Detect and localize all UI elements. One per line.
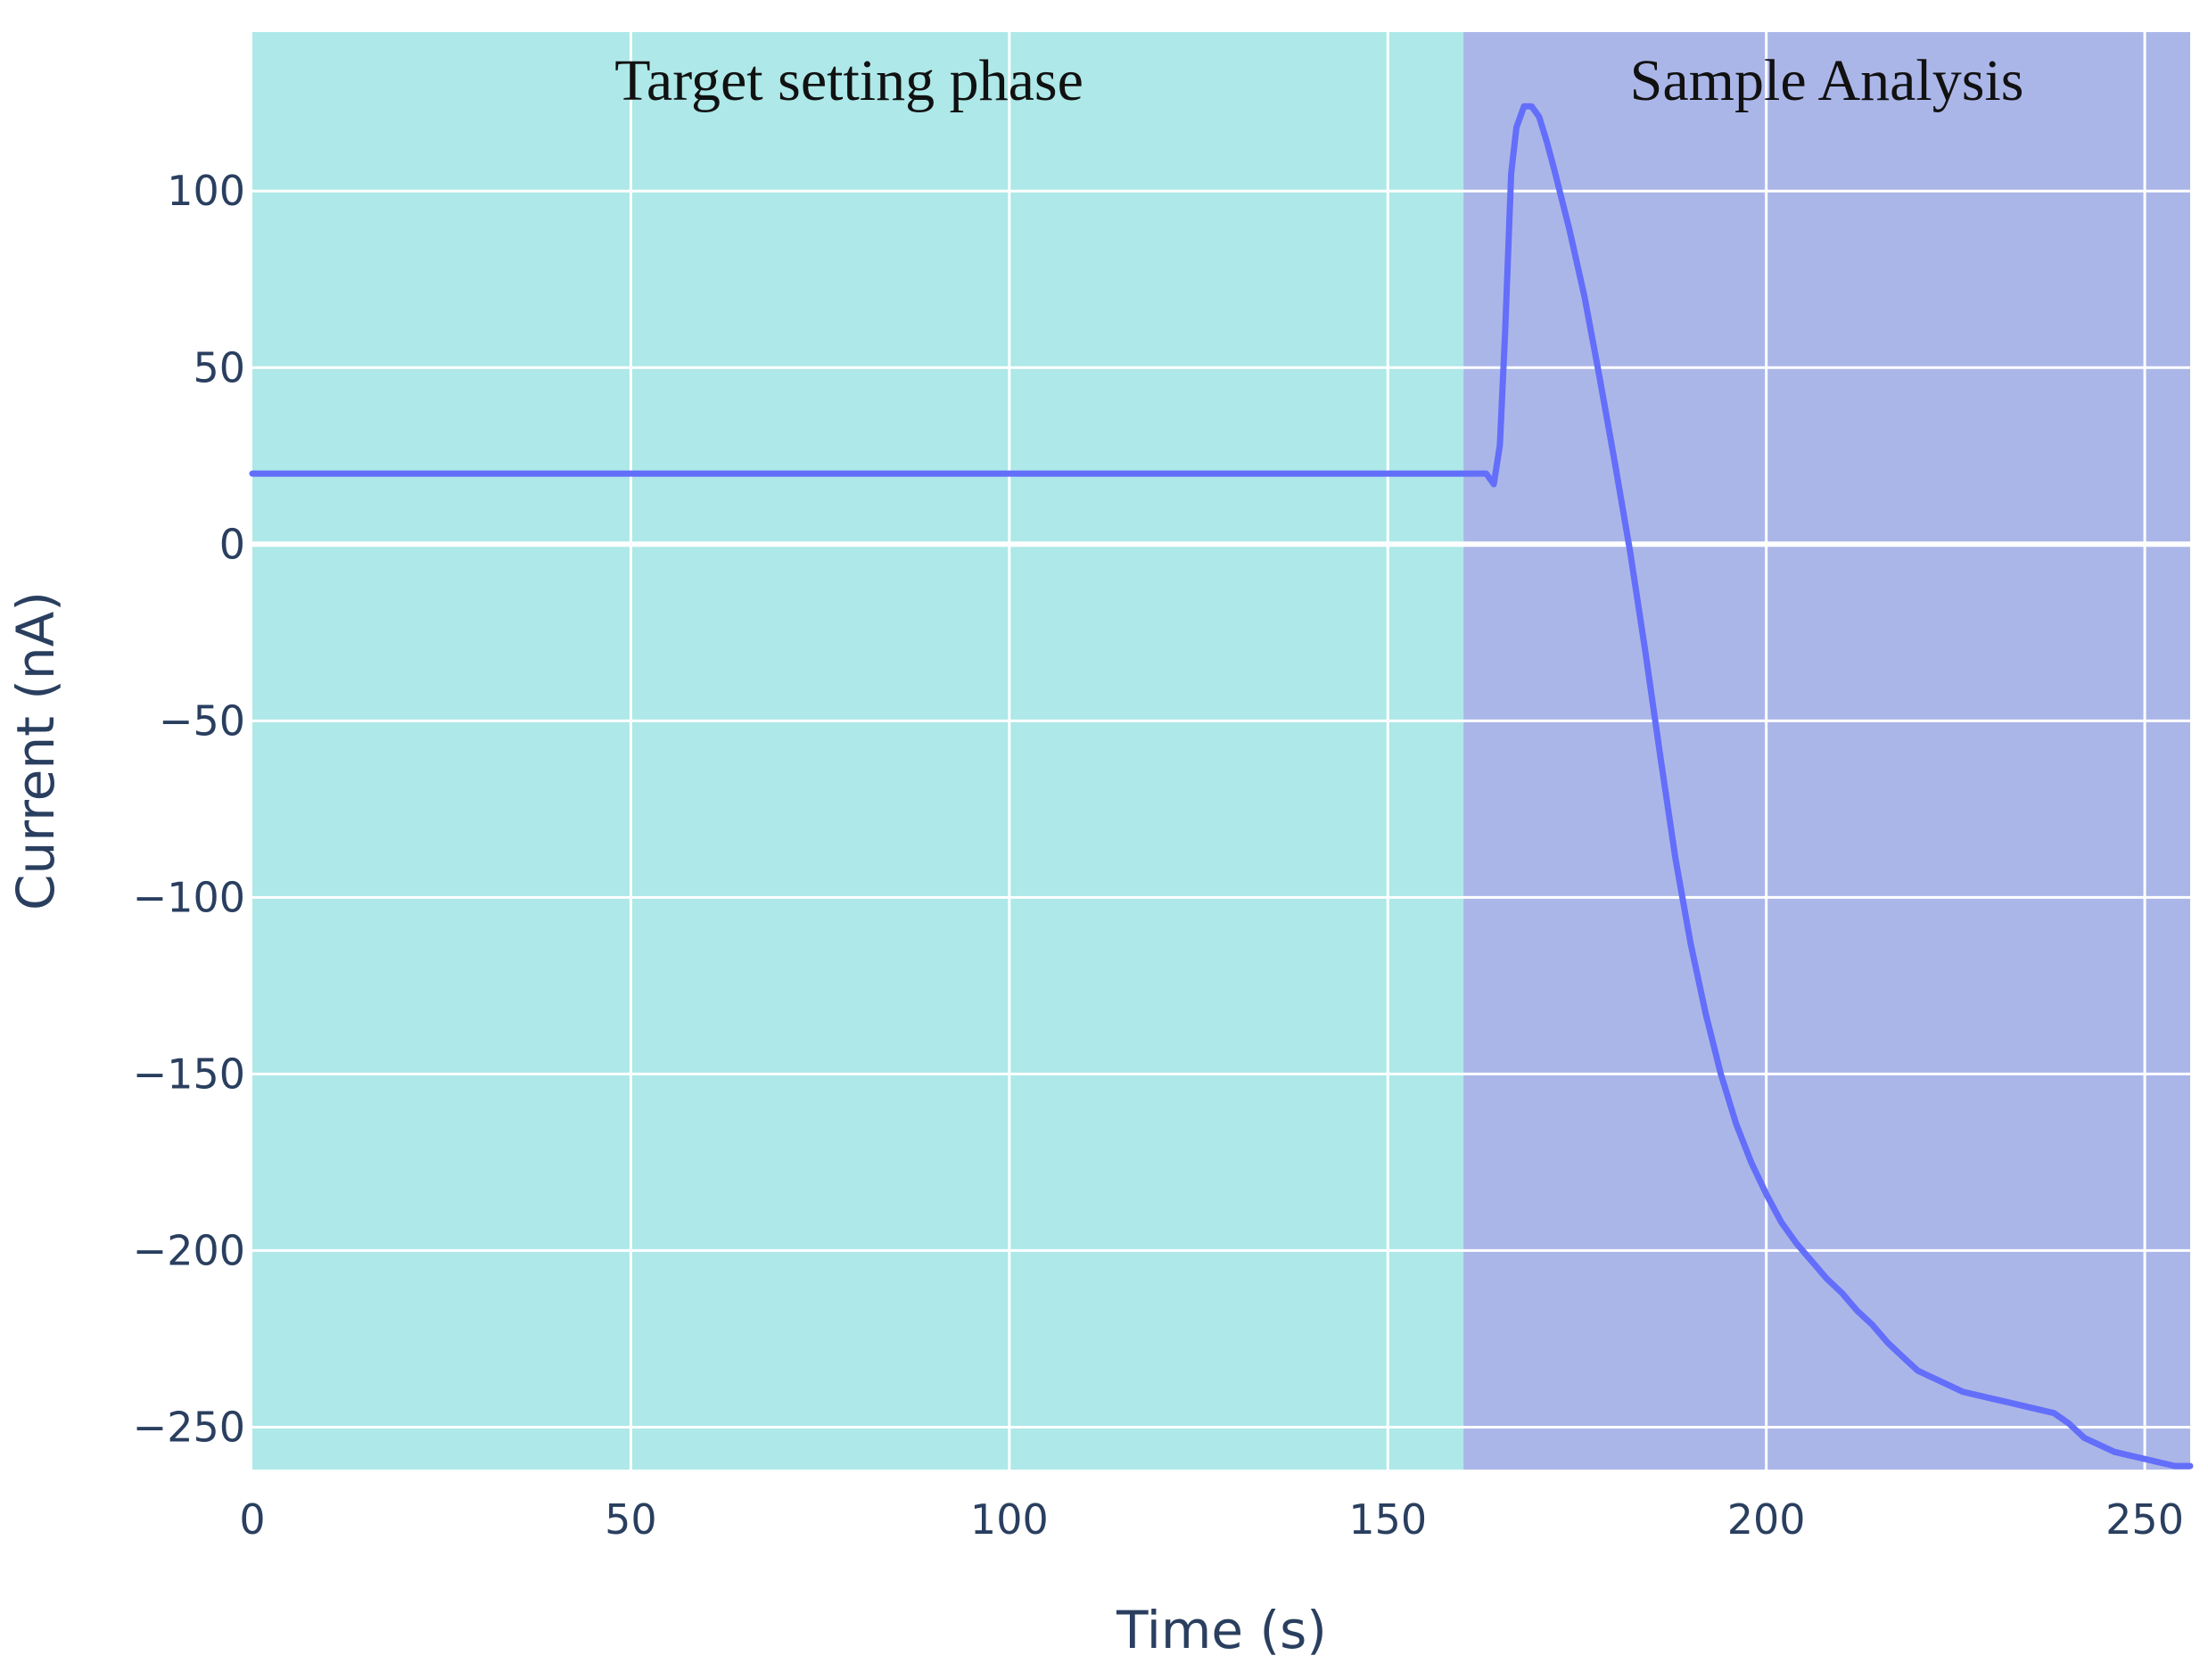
x-tick-labels: 0 50 100 150 200 250 [239, 1495, 2184, 1544]
x-tick-label: 100 [970, 1495, 1049, 1544]
y-tick-label: −250 [133, 1403, 245, 1451]
y-tick-label: −200 [133, 1226, 245, 1274]
x-tick-label: 200 [1727, 1495, 1806, 1544]
y-tick-label: −100 [133, 873, 245, 921]
x-tick-label: 0 [239, 1495, 265, 1544]
region-label-target-setting-phase: Target setting phase [614, 48, 1083, 113]
region-sample-analysis [1463, 32, 2190, 1470]
region-target-setting-phase [252, 32, 1464, 1470]
region-labels: Target setting phase Sample Analysis [614, 48, 2023, 113]
y-axis-title: Current (nA) [5, 591, 66, 910]
y-tick-label: 0 [219, 520, 245, 568]
phase-regions [252, 32, 2190, 1470]
y-tick-labels: 100 50 0 −50 −100 −150 −200 −250 [133, 167, 245, 1451]
x-tick-label: 50 [605, 1495, 657, 1544]
y-tick-label: −150 [133, 1050, 245, 1098]
x-tick-label: 250 [2105, 1495, 2184, 1544]
x-axis-title: Time (s) [1116, 1600, 1327, 1660]
series-layer [249, 103, 2194, 1470]
y-tick-label: 50 [193, 343, 245, 391]
grid-lines [252, 32, 2190, 1470]
region-label-sample-analysis: Sample Analysis [1630, 48, 2024, 113]
y-tick-label: 100 [167, 167, 245, 215]
y-tick-label: −50 [159, 696, 245, 745]
series-line-0 [249, 103, 2194, 1470]
x-tick-label: 150 [1348, 1495, 1427, 1544]
